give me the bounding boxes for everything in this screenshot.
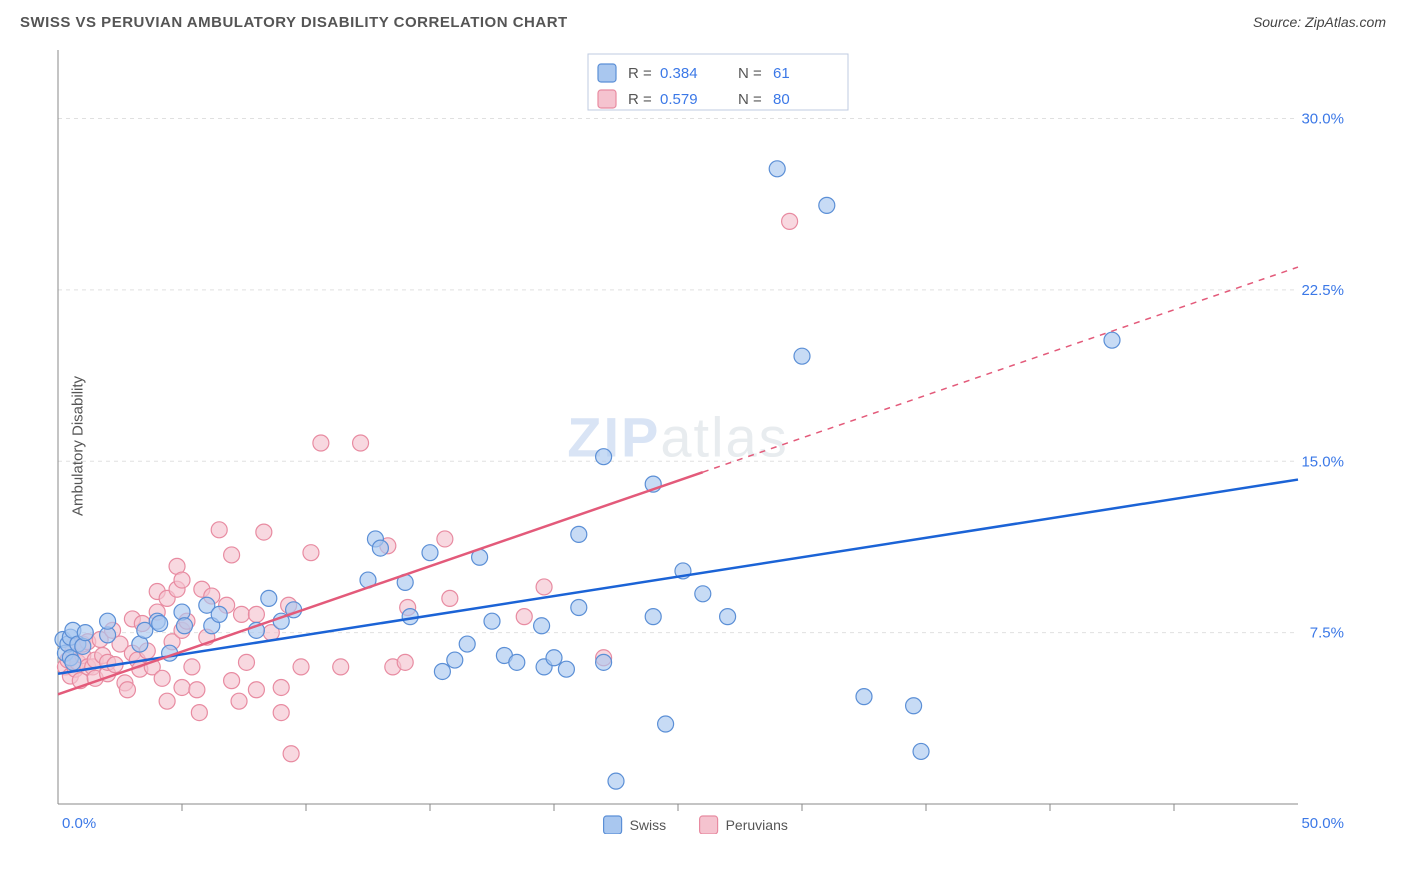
data-point	[77, 625, 93, 641]
y-tick-label: 30.0%	[1301, 111, 1344, 128]
data-point	[459, 636, 475, 652]
data-point	[645, 609, 661, 625]
data-point	[261, 590, 277, 606]
data-point	[906, 698, 922, 714]
data-point	[273, 679, 289, 695]
legend-n-label: N =	[738, 65, 762, 82]
legend-n-label: N =	[738, 91, 762, 108]
data-point	[211, 522, 227, 538]
legend-swatch	[700, 816, 718, 834]
data-point	[509, 654, 525, 670]
legend-swatch	[598, 64, 616, 82]
data-point	[65, 654, 81, 670]
data-point	[437, 531, 453, 547]
data-point	[442, 590, 458, 606]
data-point	[333, 659, 349, 675]
data-point	[447, 652, 463, 668]
data-point	[422, 545, 438, 561]
data-point	[224, 547, 240, 563]
data-point	[211, 606, 227, 622]
chart-title: SWISS VS PERUVIAN AMBULATORY DISABILITY …	[20, 14, 568, 31]
data-point	[303, 545, 319, 561]
legend-n-value: 80	[773, 91, 790, 108]
data-point	[248, 682, 264, 698]
scatter-chart: 7.5%15.0%22.5%30.0%0.0%50.0%ZIPatlasR =0…	[48, 44, 1358, 834]
trend-line-dashed	[703, 267, 1298, 472]
data-point	[546, 650, 562, 666]
data-point	[913, 743, 929, 759]
data-point	[596, 449, 612, 465]
data-point	[856, 689, 872, 705]
data-point	[484, 613, 500, 629]
trend-line	[58, 480, 1298, 674]
legend-swatch	[604, 816, 622, 834]
data-point	[238, 654, 254, 670]
data-point	[119, 682, 135, 698]
data-point	[248, 606, 264, 622]
data-point	[658, 716, 674, 732]
legend-r-label: R =	[628, 65, 652, 82]
data-point	[819, 197, 835, 213]
data-point	[224, 673, 240, 689]
data-point	[571, 600, 587, 616]
data-point	[720, 609, 736, 625]
legend-r-value: 0.579	[660, 91, 698, 108]
data-point	[273, 705, 289, 721]
data-point	[558, 661, 574, 677]
legend-swatch	[598, 90, 616, 108]
y-tick-label: 7.5%	[1310, 625, 1344, 642]
legend-series-label: Swiss	[630, 817, 667, 833]
data-point	[184, 659, 200, 675]
data-point	[234, 606, 250, 622]
data-point	[769, 161, 785, 177]
data-point	[434, 663, 450, 679]
data-point	[794, 348, 810, 364]
data-point	[516, 609, 532, 625]
legend-r-label: R =	[628, 91, 652, 108]
data-point	[782, 213, 798, 229]
legend-n-value: 61	[773, 65, 790, 82]
data-point	[353, 435, 369, 451]
data-point	[293, 659, 309, 675]
data-point	[536, 579, 552, 595]
data-point	[189, 682, 205, 698]
data-point	[372, 540, 388, 556]
data-point	[283, 746, 299, 762]
y-tick-label: 15.0%	[1301, 453, 1344, 470]
x-min-label: 0.0%	[62, 815, 96, 832]
data-point	[191, 705, 207, 721]
data-point	[534, 618, 550, 634]
data-point	[256, 524, 272, 540]
x-max-label: 50.0%	[1301, 815, 1344, 832]
data-point	[695, 586, 711, 602]
data-point	[1104, 332, 1120, 348]
data-point	[176, 618, 192, 634]
data-point	[608, 773, 624, 789]
data-point	[154, 670, 170, 686]
data-point	[571, 526, 587, 542]
data-point	[152, 615, 168, 631]
y-tick-label: 22.5%	[1301, 282, 1344, 299]
data-point	[174, 679, 190, 695]
legend-box	[588, 54, 848, 110]
data-point	[397, 654, 413, 670]
data-point	[159, 693, 175, 709]
legend-series-label: Peruvians	[726, 817, 788, 833]
data-point	[596, 654, 612, 670]
data-point	[174, 572, 190, 588]
source-label: Source: ZipAtlas.com	[1253, 14, 1386, 30]
data-point	[100, 613, 116, 629]
data-point	[231, 693, 247, 709]
data-point	[313, 435, 329, 451]
legend-r-value: 0.384	[660, 65, 698, 82]
